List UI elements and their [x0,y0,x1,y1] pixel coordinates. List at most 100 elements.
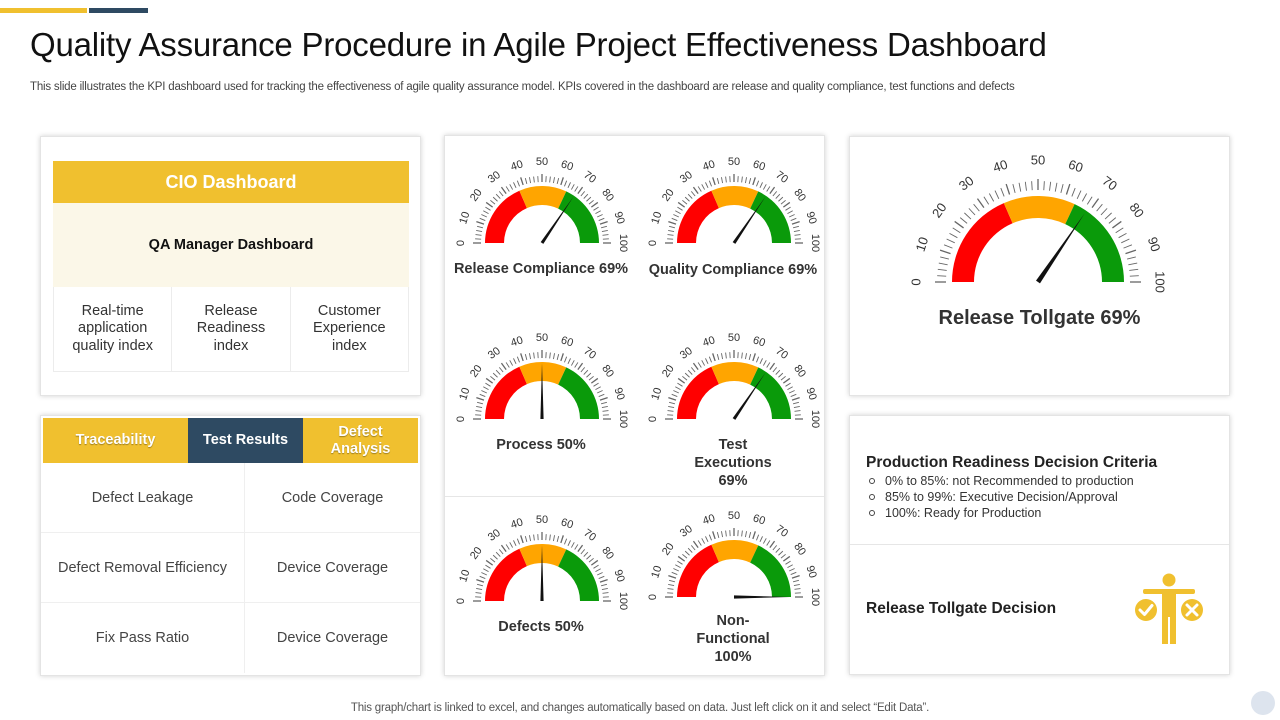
gauge-scale-label: 80 [599,187,616,204]
gauge-tick [1018,182,1022,192]
tab-defect-analysis[interactable]: Defect Analysis [303,418,418,463]
gauge-tick [716,531,720,539]
gauge-scale-label: 40 [509,158,524,173]
gauge-scale-label: 0 [455,598,467,604]
gauge-tick [668,397,677,401]
gauge-tick [752,177,756,186]
gauge-tick [762,184,767,190]
gauge-tick [790,393,797,397]
gauge-tick [483,210,489,215]
tab-row: Traceability Test Results Defect Analysi… [43,418,418,463]
gauge-tick [513,182,517,188]
gauge-tick [668,575,677,579]
gauge-tick [668,406,675,409]
gauge-tick [791,575,800,579]
gauge-tick [677,206,683,211]
gauge-tick [485,564,491,569]
gauge-tick [667,410,674,412]
gauge-tick [690,191,696,197]
gauge-needle [732,196,766,244]
gauge-tick [595,210,601,215]
gauge-tick [697,362,702,368]
gauge-tick [787,564,793,569]
gauge-tick [675,386,681,391]
metric-fix-pass-ratio: Fix Pass Ratio [41,603,245,673]
tab-traceability[interactable]: Traceability [43,418,188,463]
gauge-tick [1024,181,1027,191]
traceability-card: Traceability Test Results Defect Analysi… [40,415,421,676]
gauge-tick [744,177,747,184]
gauge-tick [590,377,599,384]
gauge-scale-label: 90 [804,564,819,579]
gauge-tick [485,201,494,208]
gauge-tick [560,353,564,362]
gauge-tick [794,410,801,412]
gauge-tick [677,377,686,384]
gauge-tick [744,353,747,360]
gauge-tick [1108,217,1117,224]
gauge-tick [498,549,504,555]
gauge-tick [692,186,699,195]
gauge-tick [513,358,517,364]
gauge-tick [937,275,947,277]
gauge-tick [787,386,793,391]
footer-note: This graph/chart is linked to excel, and… [350,702,930,714]
gauge-tick [1100,208,1108,216]
gauge-tick [476,230,483,233]
gauge-tick [520,353,524,362]
gauge-tick [1115,227,1124,234]
gauge-tick [940,256,950,260]
gauge-tick [567,182,571,188]
gauge-tick [690,367,696,373]
gauge-scale-label: 10 [649,386,664,401]
gauge-tick [495,369,501,375]
release-tollgate-decision-label: Release Tollgate Decision [866,600,1057,617]
gauge-tick [785,206,791,211]
gauge-tick [601,588,608,591]
gauge-scale-label: 90 [612,210,627,225]
gauge-tick [1128,262,1138,266]
metric-defect-removal-efficiency: Defect Removal Efficiency [41,533,245,602]
gauge-tick [586,196,592,202]
gauge-tick [756,534,760,541]
gauge-scale-label: 0 [647,416,659,422]
gauge-tick [782,201,791,208]
gauge-tick [505,362,510,368]
gauge-band-1 [711,186,759,209]
gauge-tick [712,353,716,362]
gauge-tick [684,372,690,378]
gauge-band-1 [519,544,567,567]
gauge-scale-label: 10 [649,564,664,579]
gauge-scale-label: 60 [559,334,574,349]
gauge-tick [968,208,976,216]
gauge-tick [682,199,688,205]
gauge-scale-label: 40 [701,158,716,173]
gauge-tick [479,393,486,397]
gauge-tick [602,410,609,412]
gauge-scale-label: 20 [929,200,950,221]
gauge-scale-label: 70 [581,345,598,362]
gauge-tick [759,182,763,188]
gauge-tick [595,568,601,573]
person-check-cross-icon [1135,573,1203,644]
gauge-band-2 [1065,204,1124,282]
gauge-scale-label: 70 [773,523,790,540]
gauge-tick [668,579,676,583]
gauge-tick [1112,220,1122,229]
page-title: Quality Assurance Procedure in Agile Pro… [30,26,1047,63]
gauge-tick [762,360,767,366]
gauge-tick [475,410,482,412]
gauge-tick [682,553,688,559]
gauge-tick [759,536,763,542]
gauge-tick [973,203,980,212]
gauge-tick [601,230,608,233]
gauge-tick [577,362,584,371]
gauge-tick [593,206,599,211]
gauge-scale-label: 20 [660,363,677,380]
accent-bar-navy [89,8,148,13]
tab-test-results[interactable]: Test Results [188,418,303,463]
gauge-scale-label: 0 [647,240,659,246]
gauge-tick [988,193,995,202]
gauge-tick [598,575,605,579]
